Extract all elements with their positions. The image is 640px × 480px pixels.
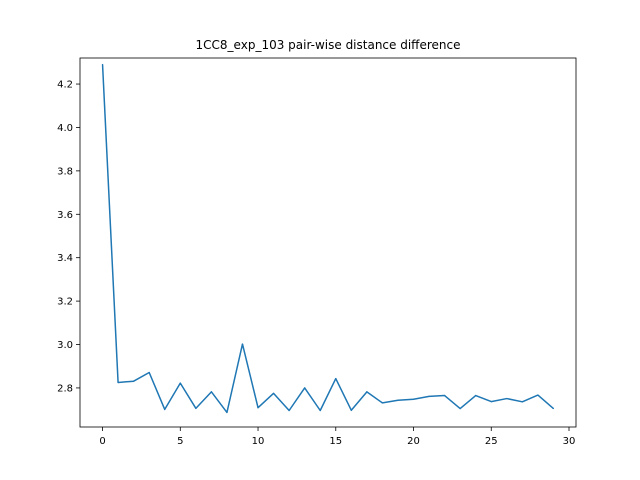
data-point — [319, 409, 321, 412]
y-tick-label: 3.6 — [57, 210, 73, 221]
data-point — [490, 401, 492, 403]
data-point — [148, 371, 150, 374]
data-point — [335, 377, 337, 380]
series-layer — [101, 63, 555, 414]
x-tick-label: 5 — [177, 436, 183, 447]
data-point — [444, 394, 446, 397]
data-point — [101, 63, 104, 66]
data-point — [272, 392, 275, 394]
data-point — [164, 408, 166, 411]
data-point — [521, 401, 523, 403]
x-tick-label: 10 — [252, 436, 265, 447]
data-point — [381, 402, 384, 404]
x-axis: 0 5 10 15 20 25 30 — [99, 427, 575, 447]
data-point — [241, 343, 244, 345]
data-point — [288, 409, 290, 412]
data-point — [552, 407, 555, 410]
data-point — [475, 394, 477, 397]
plot-area-frame — [79, 57, 577, 428]
data-point — [428, 395, 430, 397]
x-tick-label: 15 — [329, 436, 342, 447]
data-point — [257, 407, 259, 409]
y-tick-label: 3.4 — [57, 253, 73, 264]
data-point — [133, 380, 135, 382]
y-tick-label: 2.8 — [57, 383, 73, 394]
data-point — [210, 391, 212, 393]
x-tick-label: 20 — [407, 436, 420, 447]
x-tick-label: 25 — [485, 436, 498, 447]
data-point — [226, 411, 228, 414]
data-point — [366, 391, 368, 393]
y-tick-label: 3.2 — [57, 297, 73, 308]
data-point — [537, 394, 539, 396]
series-line — [101, 64, 554, 414]
data-point — [397, 399, 399, 401]
x-tick-label: 0 — [99, 436, 105, 447]
y-axis: 2.8 3.0 3.2 3.4 3.6 3.8 4.0 4.2 — [57, 80, 80, 394]
y-tick-label: 3.0 — [57, 340, 73, 351]
data-point — [412, 398, 415, 400]
data-point — [506, 397, 508, 400]
y-tick-label: 3.8 — [57, 166, 73, 177]
x-tick-label: 30 — [563, 436, 576, 447]
data-point — [179, 382, 181, 384]
data-point — [117, 381, 119, 384]
data-point — [459, 407, 461, 410]
data-point — [350, 409, 352, 411]
chart-title: 1CC8_exp_103 pair-wise distance differen… — [196, 38, 461, 52]
data-point — [304, 387, 306, 389]
y-tick-label: 4.2 — [57, 80, 73, 91]
data-point — [195, 407, 197, 409]
y-tick-label: 4.0 — [57, 123, 73, 134]
